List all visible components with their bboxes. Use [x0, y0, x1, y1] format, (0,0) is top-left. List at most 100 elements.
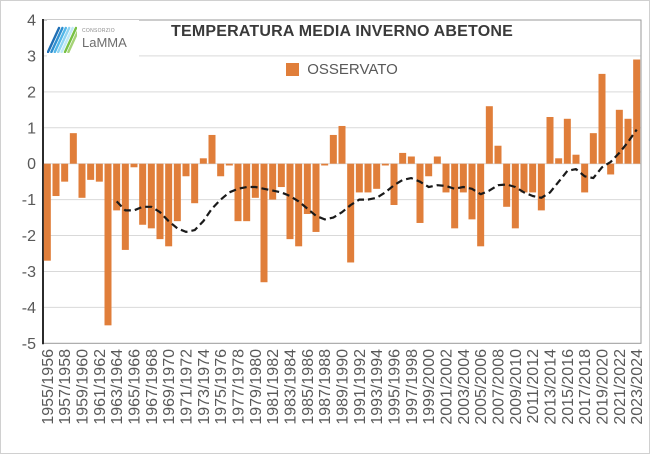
bar-1956/1957 [52, 163, 60, 197]
bar-2008/2009 [503, 163, 511, 207]
bar-1969/1970 [165, 163, 173, 247]
y-tick-label-1: 1 [27, 120, 36, 137]
x-tick-label-1975/1976: 1975/1976 [213, 349, 230, 425]
x-tick-label-1979/1980: 1979/1980 [248, 349, 265, 425]
trend-line [115, 128, 638, 233]
bar-2014/2015 [555, 158, 563, 164]
bar-1963/1964 [113, 163, 121, 211]
x-tick-label-1955/1956: 1955/1956 [40, 349, 57, 425]
lamma-logo: CONSORZIO LaMMA [47, 20, 139, 57]
x-tick-label-2003/2004: 2003/2004 [456, 349, 473, 425]
x-tick-label-1961/1962: 1961/1962 [92, 349, 109, 425]
bar-2007/2008 [494, 145, 502, 164]
bar-2010/2011 [520, 163, 528, 193]
chart-legend: OSSERVATO [43, 61, 641, 78]
bar-2002/2003 [451, 163, 459, 229]
x-tick-label-2011/2012: 2011/2012 [525, 349, 542, 424]
bar-1983/1984 [286, 163, 294, 240]
bar-1995/1996 [390, 163, 398, 205]
x-tick-label-2021/2022: 2021/2022 [612, 349, 629, 425]
bar-1959/1960 [78, 163, 86, 198]
legend-label-osservato: OSSERVATO [307, 61, 398, 78]
bar-1964/1965 [121, 163, 129, 250]
bar-1958/1959 [69, 133, 77, 164]
y-tick-label-3: 3 [27, 48, 36, 65]
bar-1998/1999 [416, 163, 424, 223]
x-tick-label-2007/2008: 2007/2008 [491, 349, 508, 425]
y-tick-label--1: -1 [22, 192, 36, 209]
bar-2021/2022 [615, 109, 623, 164]
x-tick-label-1963/1964: 1963/1964 [109, 349, 126, 425]
bar-2009/2010 [511, 163, 519, 229]
bar-1970/1971 [173, 163, 181, 222]
bar-1961/1962 [95, 163, 103, 182]
bar-1957/1958 [61, 163, 69, 182]
x-tick-label-2009/2010: 2009/2010 [508, 349, 525, 425]
bar-2013/2014 [546, 116, 554, 164]
bar-1974/1975 [208, 134, 216, 164]
chart-title: TEMPERATURA MEDIA INVERNO ABETONE [43, 23, 641, 41]
x-tick-label-2005/2006: 2005/2006 [473, 349, 490, 425]
bar-1965/1966 [130, 163, 138, 168]
bar-1987/1988 [321, 163, 329, 166]
bar-1967/1968 [147, 163, 155, 229]
bar-1996/1997 [399, 152, 407, 164]
bar-1999/2000 [425, 163, 433, 177]
y-tick-label--2: -2 [22, 228, 36, 245]
bar-2023/2024 [633, 59, 641, 164]
bar-2011/2012 [529, 163, 537, 193]
y-tick-label--4: -4 [22, 300, 36, 317]
x-tick-label-1967/1968: 1967/1968 [144, 349, 161, 425]
bar-1968/1969 [156, 163, 164, 240]
bar-1975/1976 [217, 163, 225, 177]
x-tick-label-1959/1960: 1959/1960 [75, 349, 92, 425]
bar-1994/1995 [381, 163, 389, 166]
logo-org-label: CONSORZIO [82, 27, 115, 34]
bar-1982/1983 [277, 163, 285, 188]
logo-stripe [67, 29, 77, 53]
lamma-stripes-icon [47, 26, 77, 53]
x-tick-label-1981/1982: 1981/1982 [265, 349, 282, 425]
logo-name-label: LaMMA [82, 34, 127, 50]
x-tick-label-1993/1994: 1993/1994 [369, 349, 386, 425]
bar-1972/1973 [191, 163, 199, 204]
bar-1989/1990 [338, 125, 346, 164]
x-tick-label-1985/1986: 1985/1986 [300, 349, 317, 425]
x-tick-label-2013/2014: 2013/2014 [543, 349, 560, 425]
lamma-logo-text: CONSORZIO LaMMA [82, 27, 127, 50]
bar-2015/2016 [563, 118, 571, 164]
y-tick-label--3: -3 [22, 264, 36, 281]
bar-2016/2017 [572, 154, 580, 164]
x-tick-label-2023/2024: 2023/2024 [629, 349, 646, 425]
bar-1992/1993 [364, 163, 372, 193]
x-tick-label-1999/2000: 1999/2000 [421, 349, 438, 425]
x-tick-label-1969/1970: 1969/1970 [161, 349, 178, 425]
bar-1984/1985 [295, 163, 303, 247]
y-tick-label--5: -5 [22, 336, 36, 353]
bar-2022/2023 [624, 118, 632, 164]
bar-1960/1961 [87, 163, 95, 180]
bar-2012/2013 [537, 163, 545, 211]
bar-1955/1956 [43, 163, 51, 261]
y-tick-label-4: 4 [27, 13, 36, 30]
x-tick-label-1977/1978: 1977/1978 [231, 349, 248, 425]
x-tick-label-2017/2018: 2017/2018 [577, 349, 594, 425]
bar-1988/1989 [329, 134, 337, 164]
x-tick-label-2019/2020: 2019/2020 [595, 349, 612, 425]
chart-title-text: TEMPERATURA MEDIA INVERNO ABETONE [162, 23, 522, 41]
bar-1990/1991 [347, 163, 355, 263]
bar-1997/1998 [407, 156, 415, 164]
bar-1971/1972 [182, 163, 190, 177]
bar-2005/2006 [477, 163, 485, 247]
x-tick-label-2015/2016: 2015/2016 [560, 349, 577, 425]
y-tick-label-0: 0 [27, 156, 36, 173]
bar-2006/2007 [485, 106, 493, 164]
bar-1986/1987 [312, 163, 320, 232]
x-tick-label-1983/1984: 1983/1984 [283, 349, 300, 425]
bar-2000/2001 [433, 156, 441, 164]
bar-1966/1967 [139, 163, 147, 225]
bar-2004/2005 [468, 163, 476, 220]
bar-1979/1980 [251, 163, 259, 198]
